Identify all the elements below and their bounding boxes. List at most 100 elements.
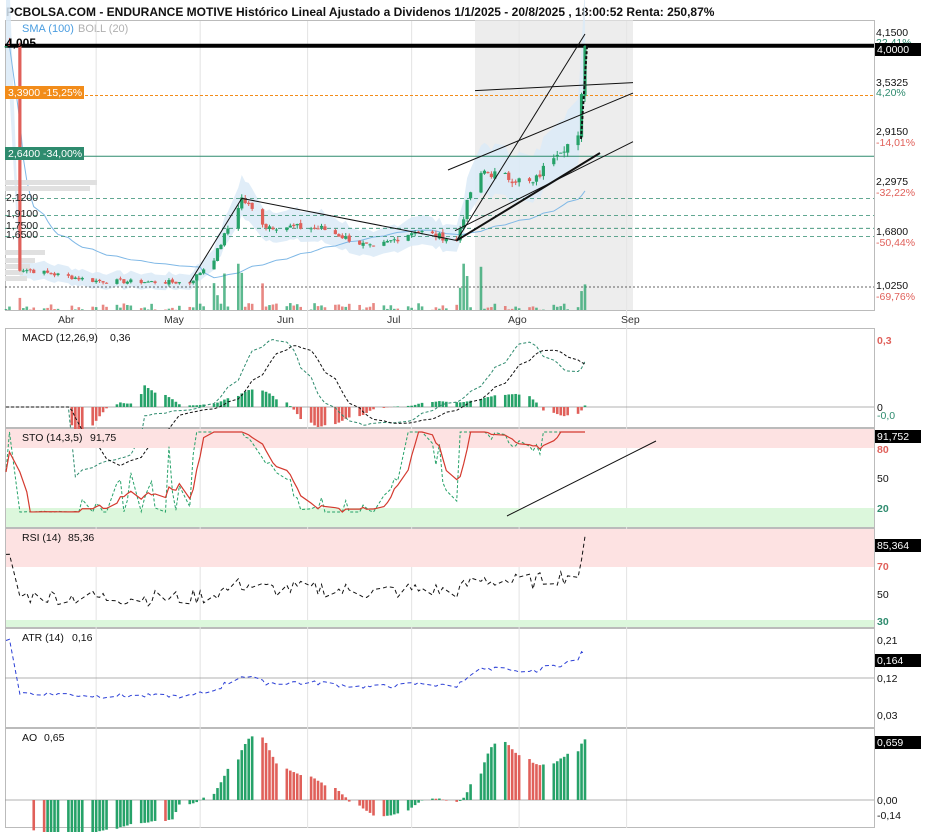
macd-histogram-bar [552,407,556,413]
ao-bar [552,763,556,800]
macd-histogram-bar [455,402,459,407]
ao-bar [74,800,77,832]
ao-bar [243,744,247,800]
volume-bar [507,309,511,310]
ao-bar [483,762,486,800]
teal-level-box [5,147,84,160]
candle-body [358,240,362,245]
candle-body [410,233,414,236]
ao-bar [46,800,49,832]
candle-body [517,178,521,183]
ao-bar [49,800,53,832]
volume-bar [271,304,275,310]
month-label-sep: Sep [621,314,640,326]
macd-histogram-bar [216,402,219,407]
volume-bar [94,307,98,310]
macd-value: 0,36 [110,332,131,344]
macd-histogram-bar [285,402,289,407]
volume-bar [212,283,216,310]
volume-bar [153,309,157,310]
macd-histogram-bar [406,405,410,407]
candle-body [153,281,157,283]
axis-price-4: 2,2975 [876,176,908,188]
candle-body [101,281,105,283]
candle-body [56,273,60,275]
volume-bar [559,306,563,310]
axis-pct-2: 4,20% [876,87,906,99]
price-left-top-label: 4,005 [6,36,36,50]
candle-body [531,182,535,184]
orange-level-text: 3,3900 -15,25% [8,87,82,99]
ao-bar [146,800,150,823]
volume-bar [389,305,393,310]
candle-body [486,172,490,174]
macd-histogram-bar [167,397,171,407]
macd-histogram-bar [105,407,108,409]
candle-body [312,227,317,229]
volume-bar [46,307,49,310]
macd-histogram-bar [264,391,268,407]
macd-histogram-bar [247,390,250,407]
macd-histogram-bar [126,403,129,407]
candle-body [514,181,518,183]
ao-axis-zero: 0,00 [877,795,898,807]
ao-bar [195,800,198,803]
candle-body [25,270,29,272]
candle-body [465,199,469,220]
chart-title: PCBOLSA.COM - ENDURANCE MOTIVE Histórico… [6,5,715,19]
volume-bar [486,307,490,310]
volume-bar [53,309,56,310]
volume-bar [441,305,445,310]
volume-bar [42,308,46,310]
volume-bar [198,303,202,310]
candle-body [527,178,532,182]
ao-bar [143,800,146,823]
atr-panel [5,638,874,699]
month-label-abr: Abr [58,314,75,326]
candle-body [479,173,483,193]
candle-body [115,279,119,284]
macd-histogram-bar [98,407,101,417]
candle-body [541,165,545,177]
ao-bar [56,800,60,832]
ao-bar [202,797,205,800]
volume-profile-bar [5,186,90,191]
volume-bar [396,308,400,310]
volume-bar [195,278,198,310]
ao-bar [358,800,361,806]
ao-bar [164,800,167,822]
macd-histogram-bar [119,402,122,407]
macd-histogram-bar [295,407,299,415]
ao-bar [299,775,303,800]
volume-bar [438,308,441,310]
macd-histogram-bar [462,401,465,407]
sto-panel [5,429,874,527]
volume-bar [171,307,174,310]
trendline-decline-jun [241,197,457,241]
candle-body [323,226,327,230]
candle-body [444,238,448,242]
boll-legend: BOLL (20) [78,23,128,35]
volume-bar [178,305,181,310]
candle-body [503,173,507,175]
ao-bar [368,800,372,813]
macd-histogram-bar [146,388,150,407]
macd-histogram-bar [80,407,84,431]
macd-histogram-bar [77,407,81,436]
ao-bar [386,800,389,816]
volume-bar [275,303,278,310]
candle-body [42,270,46,274]
macd-histogram-bar [372,407,375,410]
macd-histogram-bar [510,394,514,407]
volume-bar [299,306,303,310]
volume-bar [226,306,230,310]
volume-bar [372,303,375,310]
axis-price-6: 1,0250 [876,280,908,292]
candle-body [139,280,143,284]
volume-bar [555,306,559,310]
ao-bar [361,800,365,809]
candle-body [274,229,279,231]
volume-bar [334,304,337,310]
volume-bar [455,304,459,310]
sma-legend: SMA (100) [22,23,74,35]
